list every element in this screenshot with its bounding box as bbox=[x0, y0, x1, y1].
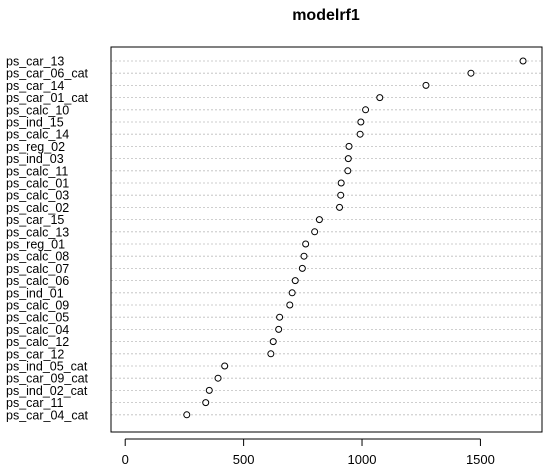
variable-label: ps_calc_02 bbox=[6, 201, 69, 215]
variable-label: ps_calc_11 bbox=[6, 164, 68, 178]
variable-label: ps_ind_02_cat bbox=[6, 384, 88, 398]
data-point bbox=[315, 216, 323, 224]
data-point bbox=[267, 350, 275, 358]
data-point bbox=[376, 94, 384, 102]
variable-label: ps_car_06_cat bbox=[6, 67, 89, 81]
variable-label: ps_ind_03 bbox=[6, 152, 64, 166]
data-point bbox=[269, 338, 277, 346]
plot-frame bbox=[110, 46, 543, 433]
x-tick-label: 0 bbox=[122, 452, 129, 467]
variable-label: ps_calc_07 bbox=[6, 262, 69, 276]
variable-label: ps_car_15 bbox=[6, 213, 64, 227]
variable-label: ps_car_12 bbox=[6, 347, 64, 361]
data-point bbox=[221, 362, 229, 370]
data-points bbox=[183, 57, 527, 419]
variable-label: ps_calc_14 bbox=[6, 128, 69, 142]
data-point bbox=[288, 289, 296, 297]
variable-label: ps_car_04_cat bbox=[6, 408, 89, 422]
variable-label: ps_calc_10 bbox=[6, 103, 69, 117]
variable-label: ps_calc_01 bbox=[6, 177, 69, 191]
data-point bbox=[422, 81, 430, 89]
data-point bbox=[214, 374, 222, 382]
variable-label: ps_calc_12 bbox=[6, 335, 69, 349]
chart-title: modelrf1 bbox=[292, 7, 360, 24]
x-axis: 0 500 1000 1500 bbox=[122, 438, 495, 467]
variable-label: ps_car_01_cat bbox=[6, 91, 89, 105]
data-point bbox=[291, 277, 299, 285]
data-point bbox=[344, 167, 352, 175]
variable-label: ps_calc_13 bbox=[6, 225, 69, 239]
variable-label: ps_car_09_cat bbox=[6, 372, 89, 386]
data-point bbox=[344, 155, 352, 163]
variable-label: ps_ind_01 bbox=[6, 286, 64, 300]
data-point bbox=[275, 325, 283, 333]
variable-label: ps_calc_04 bbox=[6, 323, 69, 337]
variable-label: ps_ind_15 bbox=[6, 116, 64, 130]
data-point bbox=[362, 106, 370, 114]
x-tick-label: 1000 bbox=[348, 452, 377, 467]
variable-label: ps_calc_05 bbox=[6, 311, 69, 325]
data-point bbox=[337, 179, 345, 187]
y-axis-labels: ps_car_13ps_car_06_catps_car_14ps_car_01… bbox=[6, 55, 89, 423]
data-point bbox=[357, 118, 365, 126]
data-point bbox=[205, 386, 213, 394]
data-point bbox=[356, 130, 364, 138]
x-tick-label: 500 bbox=[233, 452, 255, 467]
data-point bbox=[286, 301, 294, 309]
data-point bbox=[302, 240, 310, 248]
variable-label: ps_calc_08 bbox=[6, 250, 69, 264]
variable-label: ps_calc_03 bbox=[6, 189, 69, 203]
data-point bbox=[337, 191, 345, 199]
data-point bbox=[202, 399, 210, 407]
data-point bbox=[298, 264, 306, 272]
variable-label: ps_calc_06 bbox=[6, 274, 69, 288]
data-point bbox=[345, 142, 353, 150]
variable-label: ps_car_13 bbox=[6, 55, 64, 69]
variable-label: ps_car_11 bbox=[6, 396, 63, 410]
data-point bbox=[300, 252, 308, 260]
data-point bbox=[519, 57, 527, 65]
variable-label: ps_calc_09 bbox=[6, 299, 69, 313]
variable-label: ps_car_14 bbox=[6, 79, 64, 93]
variable-label: ps_reg_01 bbox=[6, 238, 65, 252]
data-point bbox=[276, 313, 284, 321]
data-point bbox=[311, 228, 319, 236]
data-point bbox=[467, 69, 475, 77]
x-tick-label: 1500 bbox=[466, 452, 495, 467]
data-point bbox=[183, 411, 191, 419]
data-point bbox=[336, 203, 344, 211]
variable-label: ps_reg_02 bbox=[6, 140, 65, 154]
variable-label: ps_ind_05_cat bbox=[6, 360, 88, 374]
